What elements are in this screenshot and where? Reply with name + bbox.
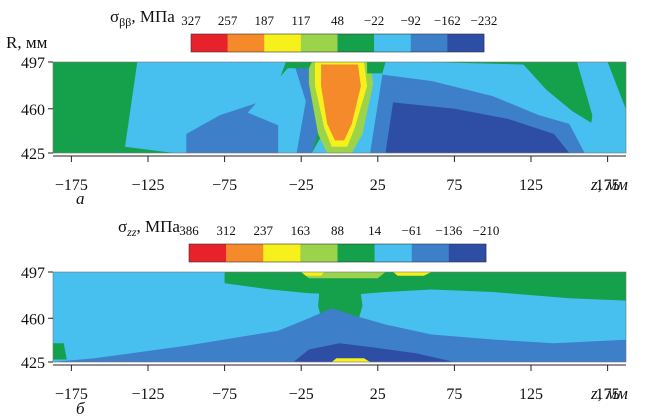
colorbar-swatch — [263, 244, 301, 262]
colorbar-label: 327 — [181, 13, 201, 28]
contour-region-7 — [293, 343, 455, 362]
colorbar-label: −22 — [364, 13, 384, 28]
x-tick-label: 25 — [370, 177, 386, 194]
x-tick-label: −25 — [289, 386, 314, 403]
panel-a-y-ticks: 497 460 425 — [21, 55, 53, 163]
contour-region-10 — [285, 62, 312, 69]
colorbar-label: 312 — [216, 223, 236, 238]
x-tick-label: −125 — [131, 177, 164, 194]
panel-b-label: б — [76, 399, 85, 417]
colorbar-label: 88 — [331, 223, 344, 238]
x-tick-label: 25 — [370, 386, 386, 403]
colorbar-swatch — [227, 34, 265, 52]
colorbar-label: −92 — [401, 13, 421, 28]
colorbar-swatch — [300, 34, 338, 52]
colorbar-swatch — [448, 244, 487, 262]
colorbar-label: 386 — [179, 223, 199, 238]
contour-region-9 — [321, 64, 361, 141]
panel-b-contour-map — [53, 272, 626, 362]
panel-b-title: σzz, МПа — [118, 217, 180, 239]
colorbar-swatch — [374, 244, 413, 262]
colorbar-frame — [188, 243, 487, 263]
colorbar-label: −232 — [471, 13, 498, 28]
contour-region-8 — [331, 358, 371, 362]
colorbar-swatch — [337, 244, 375, 262]
contour-region-5 — [393, 272, 432, 276]
y-tick-label: 497 — [21, 55, 45, 72]
contour-region-5 — [385, 102, 570, 153]
colorbar-label: 14 — [368, 223, 382, 238]
panel-a-frame — [52, 61, 627, 154]
panel-b-y-ticks: 497 460 425 — [21, 265, 53, 372]
contour-region-2 — [247, 62, 306, 153]
panel-b-xlabel: z, мм — [590, 384, 628, 403]
x-tick-label: 175 — [596, 177, 620, 194]
x-tick-label: 125 — [519, 177, 543, 194]
colorbar-swatch — [264, 34, 302, 52]
x-tick-label: −175 — [55, 386, 88, 403]
y-tick-label: 460 — [21, 102, 45, 119]
colorbar-label: 48 — [331, 13, 344, 28]
colorbar-label: 237 — [254, 223, 274, 238]
panel-b-x-ticks: −175 −125 −75 −25 25 75 125 175 — [53, 364, 626, 403]
x-tick-label: −25 — [289, 177, 314, 194]
contour-region-11 — [367, 62, 386, 74]
y-tick-label: 497 — [21, 265, 45, 282]
panel-a-xlabel: z, мм — [590, 175, 628, 194]
panel-a-label: а — [76, 189, 85, 208]
colorbar-label: 163 — [291, 223, 311, 238]
colorbar-label: 187 — [255, 13, 275, 28]
panel-a: σββ, МПа 327 257 187 117 48 −22 −92 −162 −232 R,… — [6, 7, 628, 208]
panel-a-ylabel: R, мм — [6, 33, 48, 52]
contour-region-6 — [53, 308, 626, 362]
colorbar-frame — [190, 33, 485, 53]
colorbar-label: 257 — [218, 13, 238, 28]
contour-region-6 — [577, 62, 626, 153]
colorbar-swatch — [447, 34, 485, 52]
x-tick-label: −75 — [212, 177, 237, 194]
y-tick-label: 460 — [21, 311, 45, 328]
x-tick-label: −125 — [131, 386, 164, 403]
contour-region-2 — [53, 343, 67, 360]
x-tick-label: 75 — [446, 177, 462, 194]
x-tick-label: 175 — [596, 386, 620, 403]
colorbar-swatch — [226, 244, 264, 262]
colorbar-swatch — [337, 34, 375, 52]
x-tick-label: −75 — [212, 386, 237, 403]
colorbar-label: −162 — [434, 13, 461, 28]
colorbar-label: 117 — [291, 13, 311, 28]
colorbar-swatch — [411, 244, 450, 262]
colorbar-label: −61 — [402, 223, 422, 238]
colorbar-swatch — [374, 34, 412, 52]
panel-b: σzz, МПа 386 312 237 163 88 14 −61 −136 −210 497… — [21, 217, 628, 417]
x-tick-label: −175 — [55, 177, 88, 194]
x-tick-label: 125 — [519, 386, 543, 403]
contour-region-4 — [301, 272, 325, 276]
panel-b-colorbar: 386 312 237 163 88 14 −61 −136 −210 — [179, 223, 500, 263]
x-tick-label: 75 — [446, 386, 462, 403]
panel-a-x-ticks: −175 −125 −75 −25 25 75 125 175 — [53, 155, 626, 194]
colorbar-swatch — [410, 34, 448, 52]
colorbar-label: −210 — [473, 223, 500, 238]
y-tick-label: 425 — [21, 355, 45, 372]
panel-a-colorbar: 327 257 187 117 48 −22 −92 −162 −232 — [181, 13, 498, 53]
y-tick-label: 425 — [21, 146, 45, 163]
panel-a-title: σββ, МПа — [110, 7, 175, 29]
panel-b-frame — [52, 271, 627, 363]
colorbar-swatch — [189, 244, 227, 262]
colorbar-swatch — [300, 244, 338, 262]
panel-a-contour-map — [53, 62, 626, 153]
colorbar-label: −136 — [435, 223, 462, 238]
colorbar-swatch — [191, 34, 228, 52]
